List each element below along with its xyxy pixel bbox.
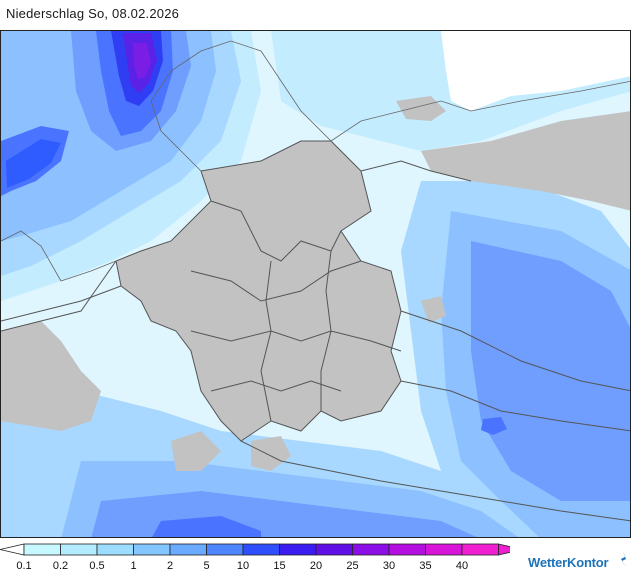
map-canvas xyxy=(1,31,630,537)
precip-area-west-channel-core xyxy=(6,139,61,188)
legend-tick-label: 25 xyxy=(346,560,358,572)
legend-tick-label: 10 xyxy=(237,560,249,572)
legend-swatch xyxy=(425,543,463,556)
legend-tick-label: 1 xyxy=(130,560,136,572)
legend-swatch xyxy=(461,543,499,556)
brand-logo-text: WetterKontor xyxy=(528,555,609,570)
brand-name: WetterKontor xyxy=(528,555,609,570)
legend-tick-label: 40 xyxy=(456,560,468,572)
map-title: Niederschlag So, 08.02.2026 xyxy=(6,6,180,21)
legend-end-arrow xyxy=(498,543,510,556)
legend-start-arrow xyxy=(0,543,25,556)
precipitation-map[interactable] xyxy=(0,30,631,538)
legend-swatch xyxy=(23,543,61,556)
land-dry-east-patch xyxy=(421,296,446,323)
sea-white-baltic xyxy=(441,31,630,111)
legend-tick-label: 2 xyxy=(167,560,173,572)
land-dry-south-patch xyxy=(171,431,221,471)
country-borders xyxy=(1,140,630,522)
legend-tick-label: 15 xyxy=(273,560,285,572)
legend-swatch xyxy=(352,543,390,556)
land-dry-north-patch xyxy=(396,96,446,121)
coastlines xyxy=(1,40,630,282)
legend-swatch xyxy=(279,543,317,556)
legend-swatch xyxy=(133,543,171,556)
legend-tick-label: 20 xyxy=(310,560,322,572)
legend-tick-label: 0.5 xyxy=(89,560,104,572)
brand-logo-icon xyxy=(615,550,631,568)
legend-tick-label: 30 xyxy=(383,560,395,572)
land-dry-alps-patch xyxy=(251,436,291,471)
land-dry-germany xyxy=(116,141,401,441)
land-dry-poland-north xyxy=(421,111,630,211)
legend-swatch xyxy=(315,543,353,556)
legend-swatch xyxy=(388,543,426,556)
legend-tick-label: 0.1 xyxy=(16,560,31,572)
legend-tick-label: 35 xyxy=(419,560,431,572)
legend-scale: 0.1 0.2 0.5 1 2 5 10 15 20 25 30 35 40 xyxy=(0,543,510,572)
precip-area-south-heavy xyxy=(152,516,261,537)
land-dry-southwest xyxy=(1,321,101,431)
legend-tick-label: 0.2 xyxy=(53,560,68,572)
precipitation-legend: 0.1 0.2 0.5 1 2 5 10 15 20 25 30 35 40 xyxy=(0,541,510,577)
legend-swatch xyxy=(242,543,280,556)
precip-area-core-northsea xyxy=(133,43,151,79)
legend-tick-label: 5 xyxy=(203,560,209,572)
legend-swatch xyxy=(60,543,98,556)
legend-swatch xyxy=(96,543,134,556)
precip-area-east-heavy xyxy=(481,417,507,435)
legend-swatch xyxy=(169,543,207,556)
legend-swatch xyxy=(206,543,244,556)
